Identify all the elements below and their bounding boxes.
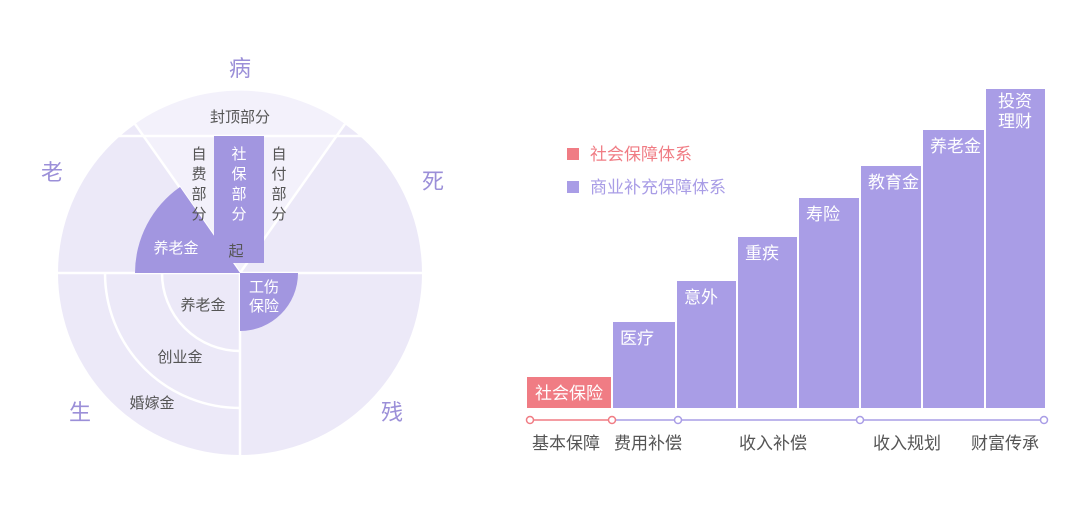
corner-top: 病 <box>229 57 251 82</box>
corner-left: 老 <box>41 161 63 186</box>
self-pay-label: 自费部分 <box>191 145 206 223</box>
axis-node-5 <box>1039 415 1049 425</box>
legend: 社会保障体系 商业补充保障体系 <box>567 145 726 198</box>
step-label-6: 教育金 <box>868 173 919 193</box>
deductible-label: 起 <box>228 242 243 260</box>
social-part-bar <box>214 136 264 263</box>
step-label-3: 意外 <box>684 288 718 308</box>
life-risk-circle: 封顶部分 自费部分 社保部分 自付部分 养老金 起 工伤 保险 养老金 创业金 … <box>41 57 444 455</box>
stage-axis: 基本保障 费用补偿 收入补偿 收入规划 财富传承 <box>525 415 1049 454</box>
work-injury-label-1: 工伤 <box>249 278 279 296</box>
stage-label-4: 收入规划 <box>873 434 941 454</box>
corner-bottom-left: 生 <box>69 401 91 426</box>
marriage-fund-label: 婚嫁金 <box>129 394 174 412</box>
legend-commercial-swatch <box>567 181 579 193</box>
social-part-label: 社保部分 <box>231 145 246 223</box>
step-bar-4 <box>737 237 798 408</box>
work-injury-label-2: 保险 <box>249 297 279 315</box>
ring-arc-inner <box>160 272 241 353</box>
startup-fund-label: 创业金 <box>157 348 202 366</box>
stage-label-1: 基本保障 <box>532 434 600 454</box>
step-bar-5 <box>798 198 860 408</box>
legend-social-label: 社会保障体系 <box>590 145 692 165</box>
corner-bottom-right: 残 <box>381 401 403 426</box>
step-bar-2 <box>612 322 676 408</box>
legend-commercial-label: 商业补充保障体系 <box>590 178 726 198</box>
axis-node-2 <box>607 415 617 425</box>
axis-node-3 <box>673 415 683 425</box>
axis-node-4 <box>855 415 865 425</box>
axis-node-1 <box>525 415 535 425</box>
step-bar-1 <box>527 377 612 408</box>
pension-light-label: 养老金 <box>180 296 225 314</box>
step-label-8: 投资理财 <box>998 92 1032 132</box>
work-injury-sector <box>240 273 298 331</box>
step-label-5: 寿险 <box>806 205 840 225</box>
stage-label-3: 收入补偿 <box>739 434 807 454</box>
cap-label: 封顶部分 <box>210 108 270 126</box>
step-label-7: 养老金 <box>930 137 981 157</box>
step-bar-3 <box>676 281 737 408</box>
step-bar-8 <box>985 89 1045 408</box>
stage-label-5: 财富传承 <box>971 434 1039 454</box>
pension-sector <box>135 187 240 273</box>
step-bar-7 <box>922 130 985 408</box>
pension-dark-label: 养老金 <box>153 239 198 257</box>
copay-label: 自付部分 <box>271 145 286 223</box>
ring-arc-outer <box>103 272 241 410</box>
step-bar-6 <box>860 166 922 408</box>
step-label-1: 社会保险 <box>535 384 603 404</box>
stage-label-2: 费用补偿 <box>614 434 682 454</box>
legend-social-swatch <box>567 148 579 160</box>
corner-right: 死 <box>422 170 444 195</box>
step-label-2: 医疗 <box>620 329 654 349</box>
step-label-4: 重疾 <box>745 244 779 264</box>
